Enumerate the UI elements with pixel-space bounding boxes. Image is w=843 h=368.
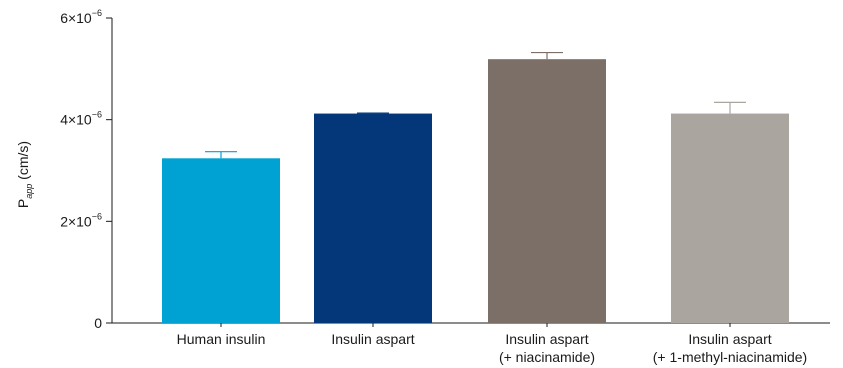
y-tick-label: 4×10−6: [60, 110, 102, 128]
y-tick-label: 2×10−6: [60, 211, 102, 229]
y-ticks: 0 2×10−6 4×10−6 6×10−6: [60, 8, 112, 331]
error-bar: [205, 151, 237, 159]
bars: [162, 59, 789, 324]
y-tick-label: 6×10−6: [60, 8, 102, 26]
x-tick-label: Insulin aspart (+ niacinamide): [499, 331, 595, 365]
y-tick-label: 0: [94, 315, 102, 331]
bar: [162, 158, 280, 323]
y-axis-label-subscript: app: [24, 184, 34, 199]
error-bars: [205, 51, 746, 159]
y-axis-label-unit: (cm/s): [15, 141, 31, 184]
y-axis-label-main: P: [15, 199, 31, 208]
x-tick-label: Insulin aspart (+ 1-methyl-niacinamide): [653, 331, 807, 365]
x-tick-labels: Human insulin Insulin aspart Insulin aspar…: [177, 323, 807, 365]
y-axis-label: Papp (cm/s): [15, 141, 34, 208]
bar: [671, 113, 789, 323]
error-bar: [531, 51, 563, 60]
bar: [314, 113, 432, 323]
bar: [488, 59, 606, 324]
error-bar: [714, 101, 746, 114]
x-tick-label: Human insulin: [177, 331, 266, 347]
x-tick-label: Insulin aspart: [331, 331, 414, 347]
error-bar: [357, 112, 389, 114]
